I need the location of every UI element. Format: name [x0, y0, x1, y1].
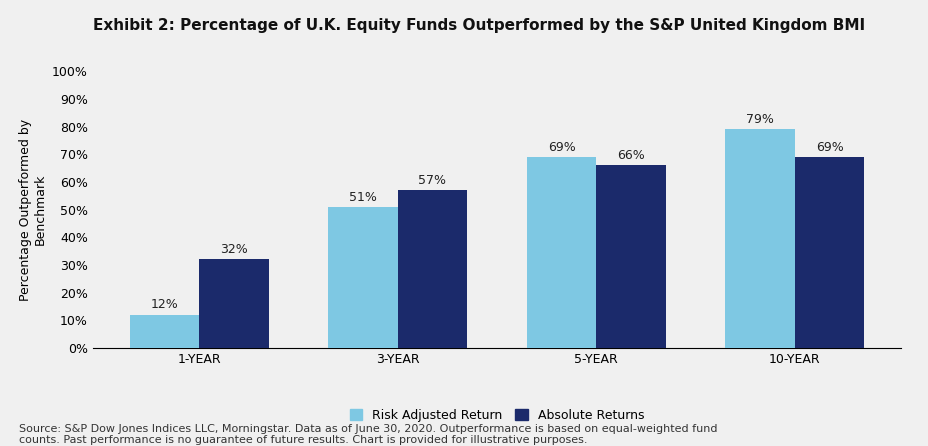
- Text: 69%: 69%: [548, 141, 574, 154]
- Legend: Risk Adjusted Return, Absolute Returns: Risk Adjusted Return, Absolute Returns: [344, 404, 649, 427]
- Text: 69%: 69%: [815, 141, 843, 154]
- Y-axis label: Percentage Outperformed by
Benchmark: Percentage Outperformed by Benchmark: [19, 119, 46, 301]
- Bar: [130, 315, 199, 348]
- Bar: [526, 157, 596, 348]
- Text: 79%: 79%: [745, 113, 773, 126]
- Text: Source: S&P Dow Jones Indices LLC, Morningstar. Data as of June 30, 2020. Outper: Source: S&P Dow Jones Indices LLC, Morni…: [19, 424, 716, 445]
- Bar: [596, 165, 665, 348]
- Text: 57%: 57%: [418, 174, 446, 187]
- Bar: [397, 190, 467, 348]
- Text: 51%: 51%: [349, 190, 377, 203]
- Bar: [199, 260, 268, 348]
- Bar: [725, 129, 794, 348]
- Text: 12%: 12%: [150, 298, 178, 311]
- Text: 32%: 32%: [220, 243, 248, 256]
- Text: Exhibit 2: Percentage of U.K. Equity Funds Outperformed by the S&P United Kingdo: Exhibit 2: Percentage of U.K. Equity Fun…: [93, 18, 864, 33]
- Bar: [794, 157, 863, 348]
- Bar: [328, 207, 397, 348]
- Text: 66%: 66%: [616, 149, 644, 162]
